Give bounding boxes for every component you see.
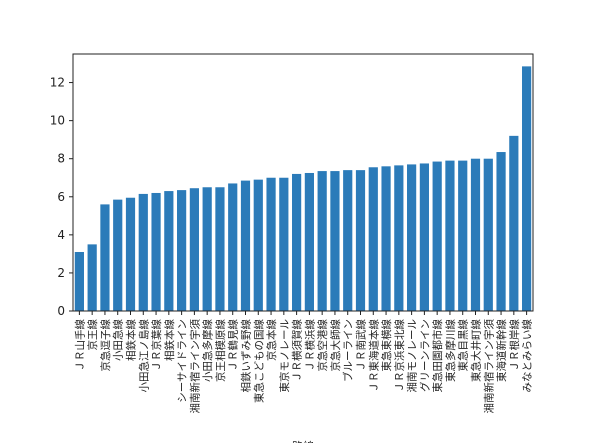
bar-29 (445, 160, 455, 311)
bar-32 (483, 158, 493, 311)
x-tick-label-22: ＪＲ南武線 (355, 319, 368, 372)
bar-8 (177, 190, 187, 311)
bar-24 (381, 166, 391, 311)
x-tick-label-8: シーサイドライン (177, 319, 189, 403)
x-tick-label-2: 京急逗子線 (99, 319, 112, 372)
bar-22 (355, 170, 366, 311)
bar-23 (368, 167, 378, 311)
bar-13 (240, 180, 251, 311)
bar-26 (407, 164, 417, 311)
x-tick-label-9: 湘南新宿ライン宇須 (188, 319, 201, 414)
x-tick-label-1: 京王線 (86, 319, 99, 351)
bar-21 (343, 170, 353, 311)
x-tick-label-35: みなとみらい線 (521, 319, 534, 393)
x-tick-label-5: 小田急江ノ島線 (137, 319, 150, 393)
x-tick-label-7: 相鉄本線 (163, 319, 176, 361)
y-tick-label-1: 2 (57, 266, 65, 280)
bar-10 (202, 187, 212, 311)
x-tick-label-19: 京急空港線 (316, 319, 329, 372)
x-tick-label-4: 相鉄本線 (125, 319, 138, 361)
x-tick-label-14: 東急こどもの国線 (252, 319, 265, 403)
x-tick-label-33: 東海道新幹線 (495, 319, 508, 382)
bar-1 (87, 244, 97, 311)
bar-31 (470, 158, 481, 311)
bar-19 (317, 171, 327, 311)
bar-2 (100, 204, 110, 311)
x-tick-label-16: 東京モノレール (278, 319, 291, 393)
y-axis: 0 2 4 6 8 10 12 (50, 76, 73, 318)
x-tick-label-24: 東急東横線 (380, 319, 393, 372)
x-tick-label-3: 小田急線 (112, 319, 125, 361)
bar-35 (522, 66, 532, 312)
x-tick-label-21: ブルーライン (342, 319, 355, 382)
x-tick-label-23: ＪＲ東海道本線 (367, 319, 380, 393)
x-tick-label-25: ＪＲ京浜東北線 (393, 319, 406, 393)
bar-12 (228, 183, 238, 311)
x-tick-label-28: 東急田園都市線 (431, 319, 444, 393)
bar-14 (253, 179, 263, 311)
x-tick-label-12: ＪＲ鶴見線 (227, 319, 240, 372)
bar-28 (432, 161, 442, 311)
bars (74, 66, 532, 312)
x-tick-label-13: 相鉄いずみ野線 (240, 319, 253, 393)
x-tick-label-15: 京急本線 (265, 319, 278, 361)
x-tick-label-32: 湘南新宿ライン宇須 (482, 319, 495, 414)
x-tick-label-0: ＪＲ山手線 (73, 319, 86, 372)
bar-27 (419, 163, 429, 311)
bar-3 (113, 199, 123, 311)
x-axis: ＪＲ山手線 京王線 京急逗子線 小田急線 相鉄本線 小田急江ノ島線 ＪＲ京葉線 相鉄本線 シーサ… (73, 311, 534, 414)
x-tick-label-34: ＪＲ根岸線 (508, 319, 521, 372)
bar-34 (509, 135, 519, 311)
bar-30 (458, 160, 468, 311)
bar-11 (215, 187, 225, 311)
x-tick-label-18: ＪＲ横浜線 (303, 319, 316, 372)
x-axis-title: 路線 (292, 439, 314, 443)
x-tick-label-27: グリーンライン (418, 319, 431, 392)
y-tick-label-0: 0 (57, 304, 65, 318)
y-tick-label-5: 10 (50, 114, 65, 128)
bar-6 (151, 192, 161, 311)
bar-9 (189, 188, 199, 311)
bar-20 (330, 171, 340, 311)
y-tick-label-3: 6 (57, 190, 65, 204)
bar-33 (496, 152, 506, 311)
bar-5 (138, 193, 148, 311)
x-tick-label-29: 東急多摩川線 (444, 319, 457, 382)
x-tick-label-31: 東急大井町線 (470, 319, 483, 382)
bar-25 (394, 165, 404, 311)
bar-18 (304, 172, 314, 311)
y-tick-label-4: 8 (57, 152, 65, 166)
bar-0 (74, 251, 84, 311)
x-tick-label-20: 京急大師線 (329, 319, 342, 372)
bar-4 (125, 197, 136, 311)
x-tick-label-30: 東急目黒線 (457, 319, 470, 372)
x-tick-label-11: 京王相模原線 (214, 319, 227, 382)
x-tick-label-17: ＪＲ横須賀線 (291, 319, 304, 382)
y-tick-label-2: 4 (57, 228, 65, 242)
y-tick-label-6: 12 (50, 76, 65, 90)
bar-16 (279, 177, 289, 311)
bar-7 (164, 191, 174, 311)
bar-17 (292, 173, 302, 311)
x-tick-label-6: ＪＲ京葉線 (150, 319, 163, 372)
bar-15 (266, 177, 276, 311)
plot-frame (72, 53, 534, 312)
x-tick-label-26: 湘南モノレール (406, 319, 419, 393)
x-tick-label-10: 小田急多摩線 (201, 319, 214, 382)
